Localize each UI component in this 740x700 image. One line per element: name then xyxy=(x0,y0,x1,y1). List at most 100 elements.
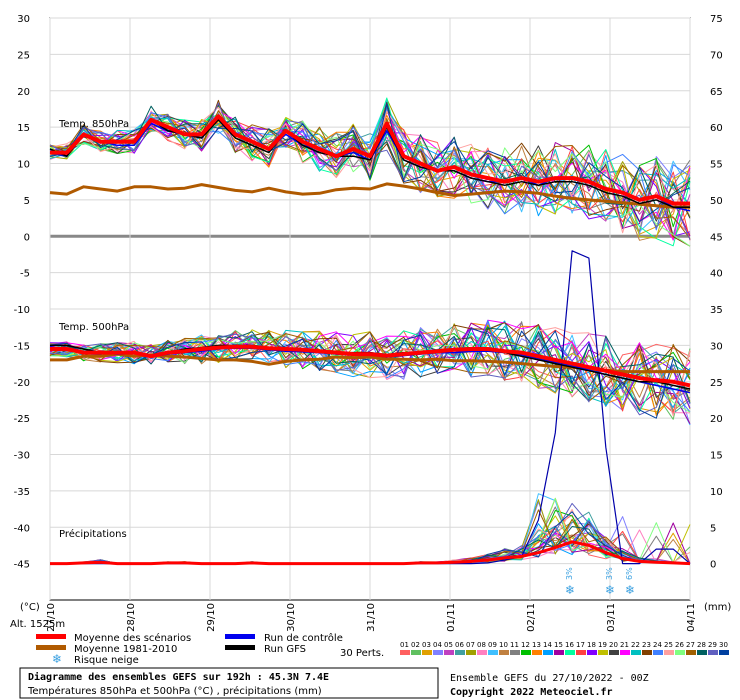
pert-legend-swatch xyxy=(708,650,718,655)
legend-swatch-gfs xyxy=(225,645,255,650)
t850-climatology-line xyxy=(49,182,690,209)
pert-legend-swatch xyxy=(499,650,509,655)
left-tick-label: -20 xyxy=(14,378,30,389)
pert-legend-label: 12 xyxy=(521,641,530,649)
right-tick-label: 0 xyxy=(710,560,716,571)
pert-legend-swatch xyxy=(521,650,531,655)
pert-legend-swatch xyxy=(598,650,608,655)
chart-subtitle: Températures 850hPa et 500hPa (°C) , pré… xyxy=(27,685,322,697)
snow-risk-percent: 3% xyxy=(565,567,574,580)
pert-legend-swatch xyxy=(411,650,421,655)
copyright: Copyright 2022 Meteociel.fr xyxy=(450,686,613,698)
pert-legend-label: 28 xyxy=(697,641,706,649)
pert-legend-label: 17 xyxy=(576,641,585,649)
right-tick-label: 10 xyxy=(710,487,723,498)
pert-legend-label: 19 xyxy=(598,641,607,649)
pert-legend-swatch xyxy=(565,650,575,655)
pert-legend-swatch xyxy=(488,650,498,655)
legend: Moyenne des scénarios Moyenne 1981-2010 … xyxy=(36,632,729,666)
pert-legend-swatch xyxy=(466,650,476,655)
perturbation-legend: 01 02 03 04 05 06 07 08 09 10 11 12 13 14 15 16 17 18 19 20… xyxy=(400,641,729,655)
pert-legend-label: 21 xyxy=(620,641,629,649)
legend-label-mean: Moyenne des scénarios xyxy=(74,632,191,644)
legend-label-clim: Moyenne 1981-2010 xyxy=(74,644,177,655)
pert-legend-label: 11 xyxy=(510,641,519,649)
date-tick-label: 02/11 xyxy=(526,603,537,632)
right-tick-label: 5 xyxy=(710,523,716,534)
chart-title: Diagramme des ensembles GEFS sur 192h : … xyxy=(28,671,329,683)
altitude-label: Alt. 1525m xyxy=(10,619,65,630)
pert-legend-label: 18 xyxy=(587,641,596,649)
pert-legend-label: 29 xyxy=(708,641,717,649)
right-tick-label: 65 xyxy=(710,87,723,98)
legend-swatch-control xyxy=(225,634,255,639)
pert-legend-label: 30 xyxy=(719,641,728,649)
date-tick-label: 27/10 xyxy=(46,603,57,632)
left-tick-label: -30 xyxy=(14,451,30,462)
snowflake-icon: ❄ xyxy=(625,583,635,597)
pert-legend-label: 02 xyxy=(411,641,420,649)
pert-legend-swatch xyxy=(620,650,630,655)
pert-legend-swatch xyxy=(400,650,410,655)
pert-legend-swatch xyxy=(477,650,487,655)
left-tick-label: 20 xyxy=(17,87,30,98)
date-tick-label: 30/10 xyxy=(286,603,297,632)
pert-legend-label: 25 xyxy=(664,641,673,649)
pert-legend-label: 27 xyxy=(686,641,695,649)
panel-label-t850: Temp. 850hPa xyxy=(58,119,129,130)
pert-legend-swatch xyxy=(444,650,454,655)
pert-legend-swatch xyxy=(686,650,696,655)
pert-legend-swatch xyxy=(587,650,597,655)
date-tick-label: 29/10 xyxy=(206,603,217,632)
pert-legend-label: 03 xyxy=(422,641,431,649)
left-tick-label: 5 xyxy=(24,196,30,207)
right-tick-label: 25 xyxy=(710,378,723,389)
snowflake-icon: ❄ xyxy=(565,583,575,597)
pert-legend-label: 15 xyxy=(554,641,563,649)
left-unit-label: (°C) xyxy=(20,602,40,613)
pert-legend-swatch xyxy=(532,650,542,655)
pert-legend-swatch xyxy=(554,650,564,655)
right-tick-label: 60 xyxy=(710,123,723,134)
series-layer xyxy=(49,97,691,566)
pert-legend-label: 08 xyxy=(477,641,486,649)
pert-legend-label: 20 xyxy=(609,641,618,649)
pert-legend-label: 22 xyxy=(631,641,640,649)
date-tick-label: 03/11 xyxy=(606,603,617,632)
pert-legend-swatch xyxy=(631,650,641,655)
pert-legend-swatch xyxy=(543,650,553,655)
pert-legend-label: 16 xyxy=(565,641,574,649)
pert-legend-swatch xyxy=(642,650,652,655)
t500-perturbation-line xyxy=(49,327,691,409)
t850-perturbation-line xyxy=(49,106,691,234)
pert-legend-label: 13 xyxy=(532,641,541,649)
pert-legend-swatch xyxy=(675,650,685,655)
legend-swatch-mean xyxy=(36,634,66,639)
date-tick-label: 01/11 xyxy=(446,603,457,632)
left-tick-label: -10 xyxy=(14,305,30,316)
right-unit-label: (mm) xyxy=(704,602,731,613)
snowflake-icon: ❄ xyxy=(605,583,615,597)
right-tick-label: 70 xyxy=(710,50,723,61)
left-tick-label: -5 xyxy=(20,269,30,280)
pert-legend-label: 23 xyxy=(642,641,651,649)
legend-swatch-clim xyxy=(36,645,66,650)
snow-risk-percent: 6% xyxy=(625,567,634,580)
right-tick-label: 35 xyxy=(710,305,723,316)
pert-legend-swatch xyxy=(422,650,432,655)
legend-label-snow: Risque neige xyxy=(74,655,139,666)
run-info: Ensemble GEFS du 27/10/2022 - 00Z xyxy=(450,673,649,684)
right-tick-label: 55 xyxy=(710,160,723,171)
left-tick-label: 0 xyxy=(24,232,30,243)
title-box xyxy=(19,667,439,699)
pert-legend-swatch xyxy=(433,650,443,655)
left-axis-ticks: 30 25 20 15 10 5 0 -5 -10 -15 -20 -25 -30 -35 -40 -45 xyxy=(14,14,30,571)
right-tick-label: 15 xyxy=(710,451,723,462)
t500-perturbation-line xyxy=(49,319,691,413)
pert-legend-label: 04 xyxy=(433,641,442,649)
pert-legend-label: 26 xyxy=(675,641,684,649)
legend-label-gfs: Run GFS xyxy=(264,644,306,655)
pert-legend-swatch xyxy=(697,650,707,655)
panel-label-t500: Temp. 500hPa xyxy=(58,322,129,333)
